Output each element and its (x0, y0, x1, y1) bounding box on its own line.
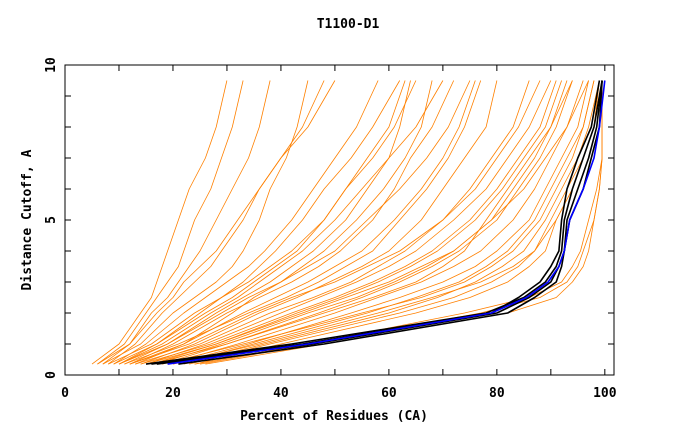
x-tick-label: 80 (489, 386, 505, 401)
series-line-model-orange-12 (135, 80, 476, 365)
series-line-model-orange-24 (162, 80, 595, 365)
series-line-model-orange-30 (135, 80, 530, 365)
x-tick-label: 60 (381, 386, 397, 401)
y-tick-label: 5 (44, 216, 59, 224)
series-line-model-orange-6 (113, 80, 379, 365)
series-line-model-orange-34 (129, 80, 433, 365)
series-line-model-orange-20 (167, 80, 584, 365)
series-line-model-orange-31 (97, 80, 336, 365)
series-line-model-orange-32 (145, 80, 589, 365)
chart-title: T1100-D1 (317, 17, 380, 32)
series-line-model-orange-15 (145, 80, 552, 365)
x-axis-label: Percent of Residues (CA) (240, 409, 428, 424)
x-tick-label: 20 (165, 386, 181, 401)
series-line-model-orange-13 (140, 80, 498, 365)
y-axis-label: Distance Cutoff, A (20, 149, 35, 290)
series-line-model-orange-19 (156, 80, 568, 365)
y-tick-label: 10 (44, 57, 59, 73)
series-line-model-best-3 (178, 80, 603, 365)
x-tick-label: 0 (61, 386, 69, 401)
series-line-model-orange-38 (194, 80, 603, 365)
series-line-model-orange-10 (129, 80, 455, 365)
series-line-model-orange-2 (97, 80, 244, 365)
y-tick-label: 0 (44, 371, 59, 379)
series-line-model-orange-21 (172, 80, 589, 365)
series-line-model-orange-29 (113, 80, 417, 365)
series-line-model-highlight (167, 80, 606, 365)
series-line-model-orange-22 (178, 80, 595, 365)
series-line-model-orange-28 (124, 80, 482, 365)
series-line-model-orange-27 (151, 80, 573, 365)
series-line-model-orange-9 (124, 80, 411, 365)
series-line-model-orange-35 (118, 80, 471, 365)
series-line-model-orange-16 (151, 80, 562, 365)
series-line-model-orange-18 (162, 80, 573, 365)
curves-group (91, 80, 606, 365)
series-line-model-orange-36 (205, 80, 603, 365)
series-line-model-orange-7 (118, 80, 401, 365)
series-line-model-orange-5 (102, 80, 309, 365)
series-line-model-best-1 (145, 80, 603, 365)
series-line-model-orange-17 (140, 80, 557, 365)
x-tick-label: 40 (273, 386, 289, 401)
series-line-model-orange-14 (129, 80, 541, 365)
series-line-model-orange-1 (91, 80, 228, 365)
plot-frame (64, 64, 615, 376)
series-line-model-orange-3 (102, 80, 271, 365)
series-line-model-orange-8 (108, 80, 406, 365)
series-line-model-orange-4 (107, 80, 325, 365)
ticks-group: 0 20 40 60 80 100 0 5 10 (44, 57, 617, 401)
x-tick-label: 100 (593, 386, 617, 401)
series-line-model-orange-11 (118, 80, 444, 365)
